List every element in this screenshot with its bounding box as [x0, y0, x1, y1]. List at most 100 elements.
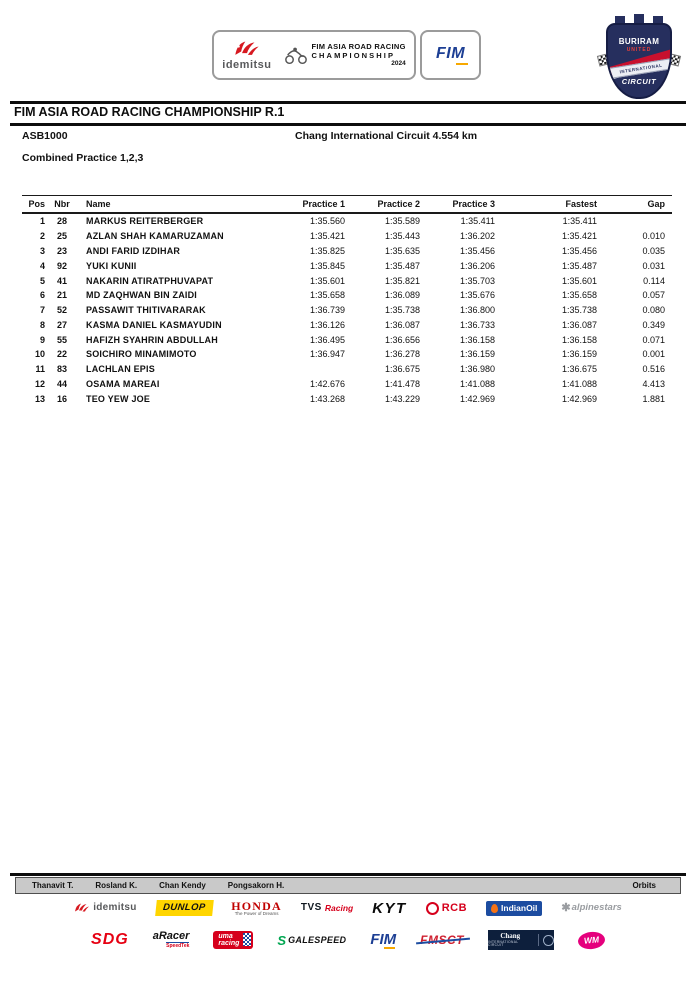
rider-name-cell: OSAMA MAREAI — [86, 378, 160, 389]
motorcycle-icon — [284, 47, 307, 65]
gap-cell: 0.035 — [642, 245, 665, 256]
number-cell: 52 — [56, 305, 67, 316]
number-cell: 27 — [56, 319, 67, 330]
rider-name-cell: MARKUS REITERBERGER — [86, 216, 204, 227]
number-cell: 16 — [56, 393, 67, 404]
practice3-cell: 1:36.206 — [459, 260, 495, 271]
sponsor-row-1: idemitsu DUNLOP HONDA The Power of Dream… — [0, 894, 696, 922]
practice1-cell — [283, 362, 352, 377]
practice3-cell: 1:36.158 — [459, 334, 495, 345]
position-cell: 3 — [39, 245, 45, 256]
practice3-cell: 1:36.159 — [459, 349, 495, 360]
checkered-strip-icon — [243, 933, 252, 946]
table-header-row: Pos Nbr Name Practice 1 Practice 2 Pract… — [22, 195, 672, 214]
sponsor-row-2: SDG aRacer SpeedTek uma racing S GALESPE… — [0, 925, 696, 955]
badge-tower-icon — [615, 16, 625, 28]
gap-cell: 0.349 — [642, 319, 665, 330]
circuit-label: Chang International Circuit 4.554 km — [295, 130, 478, 142]
idemitsu-flame-icon — [235, 41, 259, 55]
practice3-cell: 1:35.411 — [460, 216, 495, 227]
table-row: 1 28 MARKUS REITERBERGER 1:35.560 1:35.5… — [22, 213, 672, 229]
divider — [10, 101, 686, 104]
sponsor-honda-logo: HONDA The Power of Dreams — [231, 898, 282, 916]
practice3-cell: 1:35.456 — [459, 245, 495, 256]
series-line1: FIM ASIA ROAD RACING — [311, 41, 406, 51]
sponsor-fim-logo: FIM — [370, 930, 397, 949]
fastest-cell: 1:36.675 — [561, 364, 597, 375]
position-cell: 10 — [34, 349, 45, 360]
gap-cell: 0.057 — [642, 290, 665, 301]
table-row: 4 92 YUKI KUNII 1:35.845 1:35.487 1:36.2… — [22, 258, 672, 273]
fastest-cell: 1:42.969 — [561, 393, 597, 404]
sponsor-uma-racing-logo: uma racing — [213, 931, 254, 949]
badge-line4: CIRCUIT — [621, 77, 657, 86]
fim-accent-bar — [455, 63, 468, 65]
practice1-cell: 1:35.658 — [309, 290, 345, 301]
gap-cell: 1.881 — [642, 393, 665, 404]
series-logo: FIM ASIA ROAD RACING CHAMPIONSHIP 2024 — [284, 43, 406, 68]
honda-tagline: The Power of Dreams — [234, 911, 279, 916]
number-cell: 55 — [56, 334, 67, 345]
badge-line2: UNITED — [626, 47, 652, 53]
practice3-cell: 1:42.969 — [459, 393, 495, 404]
sponsor-tvs-racing-logo: TVS Racing — [300, 902, 354, 913]
practice3-cell: 1:36.202 — [459, 231, 495, 242]
sponsor-sdg-logo: SDG — [91, 931, 129, 948]
fastest-cell: 1:35.738 — [561, 305, 597, 316]
sponsor-dunlop-logo: DUNLOP — [154, 900, 214, 916]
practice1-cell: 1:36.126 — [309, 319, 345, 330]
practice1-cell: 1:43.268 — [309, 393, 345, 404]
practice3-cell: 1:36.980 — [459, 364, 495, 375]
table-row: 5 41 NAKARIN ATIRATPHUVAPAT 1:35.601 1:3… — [22, 273, 672, 288]
fastest-cell: 1:36.087 — [561, 319, 597, 330]
table-row: 13 16 TEO YEW JOE 1:43.268 1:43.229 1:42… — [22, 391, 672, 406]
officials-bar: Thanavit T. Rosland K. Chan Kendy Pongsa… — [15, 877, 681, 894]
gap-cell: 0.001 — [642, 349, 665, 360]
rider-name-cell: MD ZAQHWAN BIN ZAIDI — [86, 290, 197, 301]
results-table: Pos Nbr Name Practice 1 Practice 2 Pract… — [22, 195, 672, 406]
practice2-cell: 1:36.675 — [384, 364, 420, 375]
col-header-gap: Gap — [604, 195, 672, 214]
table-row: 6 21 MD ZAQHWAN BIN ZAIDI 1:35.658 1:36.… — [22, 288, 672, 303]
rcb-ring-icon — [425, 901, 439, 915]
rider-name-cell: KASMA DANIEL KASMAYUDIN — [86, 319, 222, 330]
fastest-cell: 1:35.601 — [561, 275, 597, 286]
sponsor-indianoil-logo: IndianOil — [486, 900, 543, 916]
practice1-cell: 1:35.421 — [309, 231, 345, 242]
practice2-cell: 1:35.635 — [384, 245, 420, 256]
oil-drop-icon — [491, 903, 499, 913]
practice2-cell: 1:36.089 — [384, 290, 420, 301]
practice1-cell: 1:35.845 — [309, 260, 345, 271]
fastest-cell: 1:35.487 — [561, 260, 597, 271]
table-row: 10 22 SOICHIRO MINAMIMOTO 1:36.947 1:36.… — [22, 347, 672, 362]
position-cell: 2 — [39, 231, 45, 242]
fim-logo-box: FIM — [420, 30, 481, 80]
col-header-practice1: Practice 1 — [283, 195, 352, 214]
col-header-pos: Pos — [22, 195, 48, 214]
practice1-cell: 1:35.560 — [309, 216, 345, 227]
table-row: 7 52 PASSAWIT THITIVARARAK 1:36.739 1:35… — [22, 303, 672, 318]
position-cell: 11 — [35, 364, 45, 375]
idemitsu-logo: idemitsu — [222, 39, 271, 71]
practice2-cell: 1:36.278 — [384, 349, 420, 360]
position-cell: 7 — [39, 305, 45, 316]
divider — [537, 934, 539, 946]
table-row: 12 44 OSAMA MAREAI 1:42.676 1:41.478 1:4… — [22, 377, 672, 392]
category-label: ASB1000 — [22, 130, 68, 142]
practice3-cell: 1:36.733 — [459, 319, 495, 330]
number-cell: 23 — [56, 245, 67, 256]
rider-name-cell: SOICHIRO MINAMIMOTO — [86, 349, 197, 360]
sponsor-kyt-logo: KYT — [372, 899, 407, 917]
official-name: Pongsakorn H. — [227, 881, 285, 890]
practice1-cell: 1:42.676 — [309, 378, 345, 389]
fastest-cell: 1:35.421 — [561, 231, 597, 242]
series-line2: CHAMPIONSHIP — [311, 50, 396, 60]
position-cell: 12 — [34, 378, 45, 389]
number-cell: 41 — [56, 275, 67, 286]
sponsor-idemitsu-logo: idemitsu — [74, 902, 137, 914]
fastest-cell: 1:35.411 — [562, 216, 597, 227]
position-cell: 8 — [39, 319, 45, 330]
idemitsu-wordmark: idemitsu — [222, 59, 272, 71]
position-cell: 1 — [39, 216, 45, 227]
